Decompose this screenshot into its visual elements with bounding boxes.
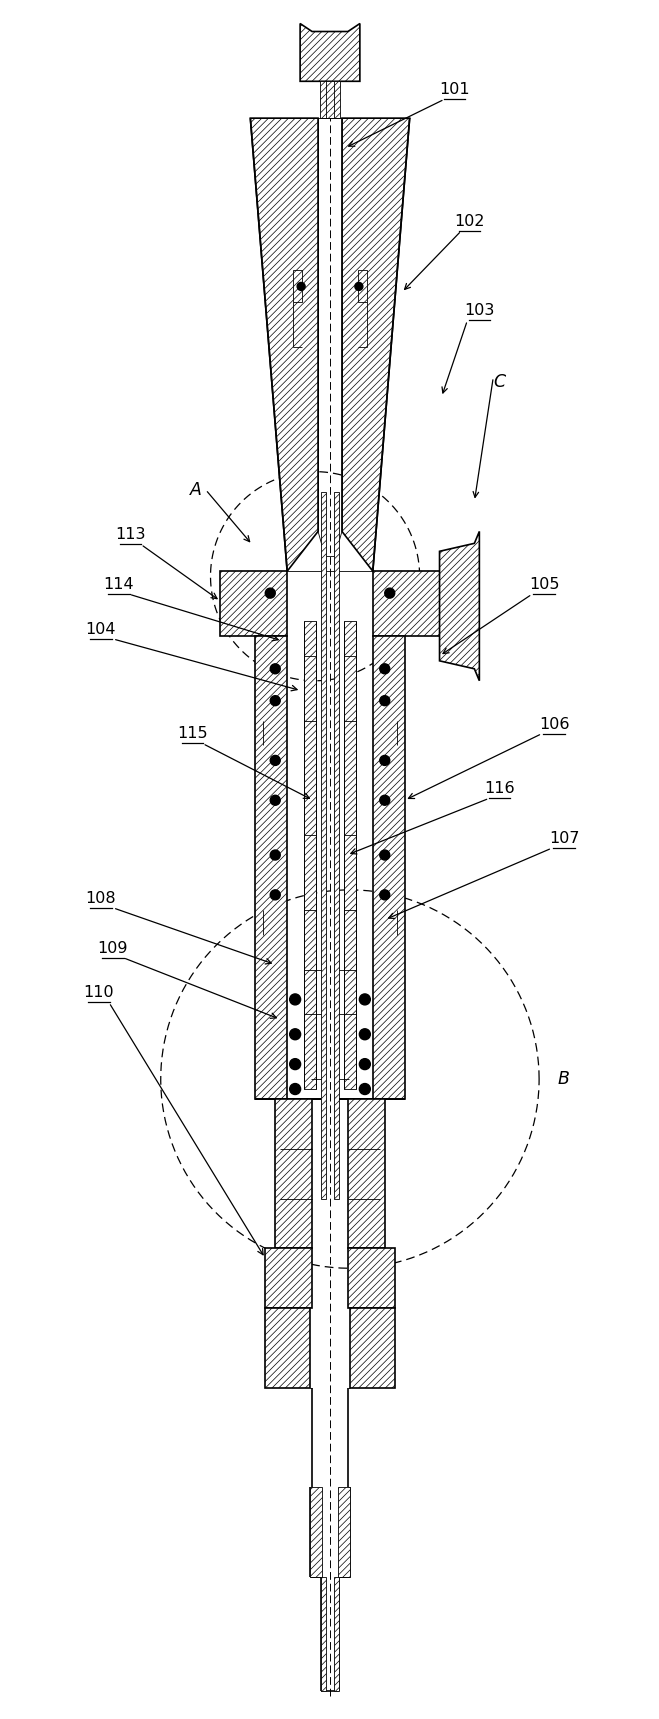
Text: 107: 107 xyxy=(549,830,579,846)
Polygon shape xyxy=(348,1248,395,1308)
Text: B: B xyxy=(557,1069,569,1088)
Polygon shape xyxy=(293,270,302,303)
Circle shape xyxy=(270,696,280,707)
Polygon shape xyxy=(304,621,316,1090)
Circle shape xyxy=(380,696,389,707)
Circle shape xyxy=(380,796,389,804)
Circle shape xyxy=(359,1028,370,1040)
Circle shape xyxy=(355,282,363,291)
Circle shape xyxy=(270,890,280,899)
Polygon shape xyxy=(266,1248,312,1308)
Polygon shape xyxy=(373,636,405,1098)
Text: 113: 113 xyxy=(115,528,146,541)
Circle shape xyxy=(290,1083,301,1095)
Circle shape xyxy=(270,796,280,804)
Polygon shape xyxy=(334,1576,339,1691)
Polygon shape xyxy=(373,571,440,636)
Text: C: C xyxy=(493,373,505,390)
Text: 101: 101 xyxy=(439,83,470,98)
Circle shape xyxy=(359,1059,370,1069)
Circle shape xyxy=(359,994,370,1006)
Circle shape xyxy=(380,755,389,765)
Polygon shape xyxy=(334,492,339,1198)
Circle shape xyxy=(270,755,280,765)
Circle shape xyxy=(290,1028,301,1040)
Text: 104: 104 xyxy=(86,622,116,638)
Text: A: A xyxy=(190,481,202,499)
Polygon shape xyxy=(310,1487,322,1576)
Polygon shape xyxy=(321,1576,326,1691)
Circle shape xyxy=(380,664,389,674)
Text: 115: 115 xyxy=(177,727,208,741)
Text: 108: 108 xyxy=(86,890,116,906)
Text: 116: 116 xyxy=(484,780,515,796)
Circle shape xyxy=(266,588,275,598)
Polygon shape xyxy=(266,1308,310,1387)
Text: 103: 103 xyxy=(464,303,494,318)
Text: 105: 105 xyxy=(529,578,559,591)
Text: 110: 110 xyxy=(84,985,114,1000)
Polygon shape xyxy=(358,270,367,303)
Text: 109: 109 xyxy=(98,940,128,956)
Polygon shape xyxy=(275,1098,312,1248)
Polygon shape xyxy=(338,1487,350,1576)
Polygon shape xyxy=(350,1308,395,1387)
Circle shape xyxy=(270,664,280,674)
Polygon shape xyxy=(320,81,340,119)
Text: 106: 106 xyxy=(539,717,569,732)
Polygon shape xyxy=(348,1098,385,1248)
Circle shape xyxy=(380,849,389,860)
Polygon shape xyxy=(250,119,318,571)
Circle shape xyxy=(359,1083,370,1095)
Circle shape xyxy=(385,588,395,598)
Circle shape xyxy=(380,890,389,899)
Polygon shape xyxy=(440,531,479,681)
Text: 114: 114 xyxy=(103,578,134,591)
Circle shape xyxy=(297,282,305,291)
Polygon shape xyxy=(344,621,356,1090)
Polygon shape xyxy=(321,492,326,1198)
Circle shape xyxy=(290,1059,301,1069)
Polygon shape xyxy=(221,571,287,636)
Text: 102: 102 xyxy=(454,213,484,229)
Polygon shape xyxy=(342,119,410,571)
Polygon shape xyxy=(255,636,287,1098)
Polygon shape xyxy=(300,24,360,81)
Circle shape xyxy=(270,849,280,860)
Circle shape xyxy=(290,994,301,1006)
